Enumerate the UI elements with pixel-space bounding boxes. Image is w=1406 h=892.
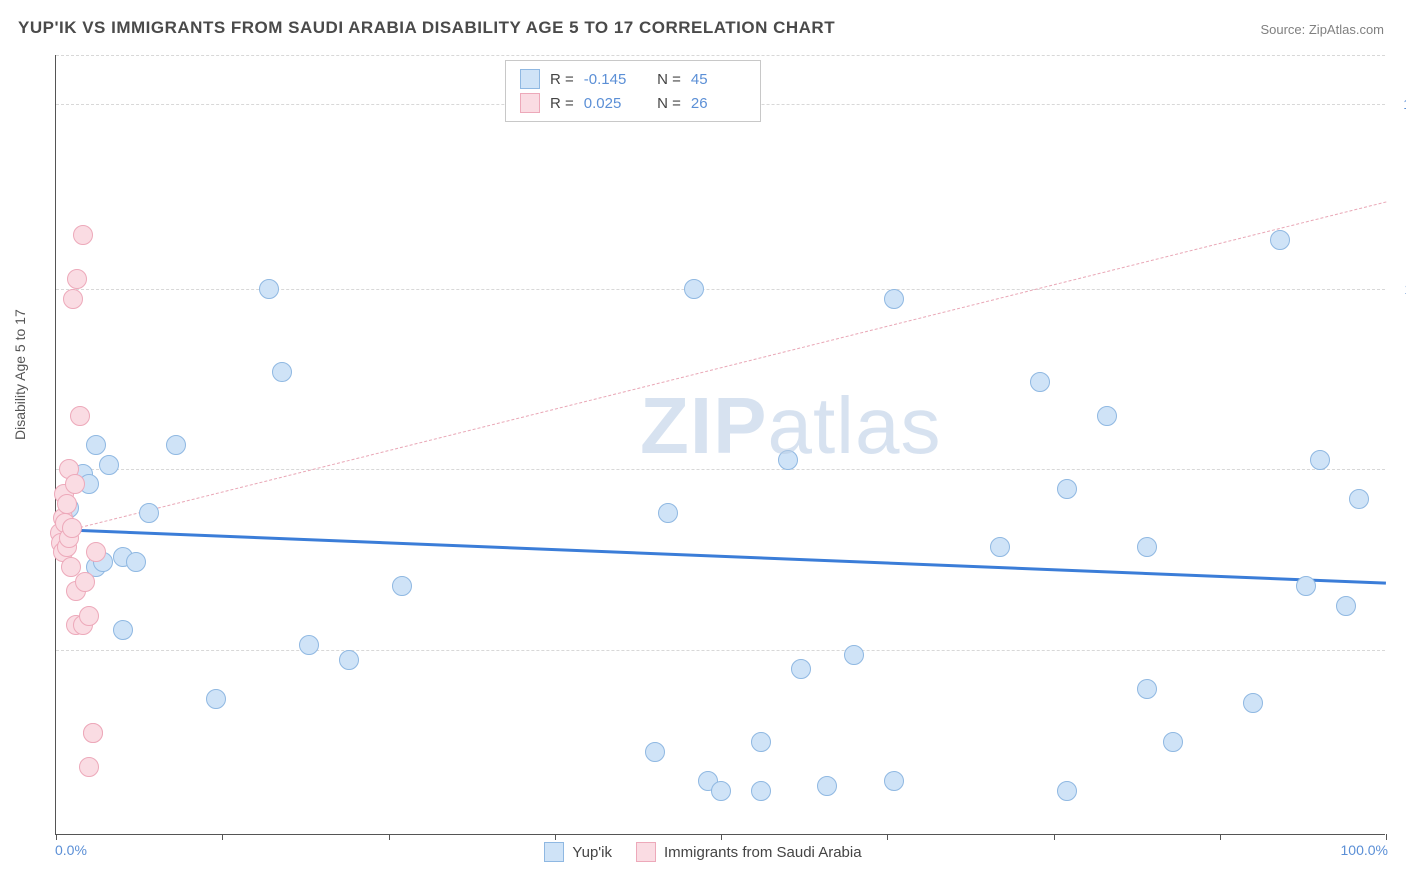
legend-label: Immigrants from Saudi Arabia (664, 844, 862, 861)
y-tick-label: 3.8% (1393, 642, 1406, 658)
stat-n-label: N = (649, 71, 681, 88)
scatter-point (392, 576, 412, 596)
scatter-point (70, 406, 90, 426)
y-axis-title: Disability Age 5 to 17 (12, 309, 28, 440)
scatter-point (658, 503, 678, 523)
gridline (56, 289, 1385, 290)
stat-r-value: -0.145 (584, 71, 639, 88)
x-tick (1054, 834, 1055, 840)
stats-row: R = -0.145 N = 45 (520, 67, 746, 91)
stat-n-value: 45 (691, 71, 746, 88)
y-tick-label: 7.5% (1393, 461, 1406, 477)
scatter-point (817, 776, 837, 796)
legend-swatch (544, 842, 564, 862)
gridline (56, 650, 1385, 651)
scatter-point (1296, 576, 1316, 596)
x-tick (56, 834, 57, 840)
legend-label: Yup'ik (572, 844, 612, 861)
stat-r-value: 0.025 (584, 95, 639, 112)
y-tick-label: 11.2% (1393, 281, 1406, 297)
scatter-point (751, 732, 771, 752)
scatter-point (751, 781, 771, 801)
scatter-point (1057, 781, 1077, 801)
scatter-point (1349, 489, 1369, 509)
scatter-point (65, 474, 85, 494)
legend-item: Yup'ik (544, 842, 612, 862)
scatter-point (62, 518, 82, 538)
scatter-point (272, 362, 292, 382)
scatter-point (1336, 596, 1356, 616)
legend-swatch (636, 842, 656, 862)
stat-n-value: 26 (691, 95, 746, 112)
scatter-point (86, 542, 106, 562)
x-tick (389, 834, 390, 840)
scatter-point (844, 645, 864, 665)
scatter-point (1097, 406, 1117, 426)
trend-line (56, 201, 1386, 533)
scatter-point (79, 757, 99, 777)
x-tick (222, 834, 223, 840)
scatter-point (1243, 693, 1263, 713)
scatter-point (259, 279, 279, 299)
stat-r-label: R = (550, 95, 574, 112)
scatter-point (73, 225, 93, 245)
scatter-point (67, 269, 87, 289)
scatter-point (299, 635, 319, 655)
scatter-point (990, 537, 1010, 557)
scatter-point (684, 279, 704, 299)
scatter-point (206, 689, 226, 709)
scatter-point (884, 771, 904, 791)
scatter-point (1270, 230, 1290, 250)
x-tick (887, 834, 888, 840)
scatter-point (778, 450, 798, 470)
x-tick (1220, 834, 1221, 840)
scatter-point (1310, 450, 1330, 470)
gridline (56, 55, 1385, 56)
scatter-point (711, 781, 731, 801)
scatter-point (1030, 372, 1050, 392)
legend-swatch (520, 69, 540, 89)
scatter-point (79, 606, 99, 626)
trend-line (56, 528, 1386, 585)
x-tick (555, 834, 556, 840)
y-tick-label: 15.0% (1393, 96, 1406, 112)
scatter-point (1163, 732, 1183, 752)
scatter-point (99, 455, 119, 475)
scatter-point (645, 742, 665, 762)
scatter-point (75, 572, 95, 592)
scatter-point (57, 494, 77, 514)
scatter-point (1137, 537, 1157, 557)
scatter-point (86, 435, 106, 455)
scatter-point (113, 620, 133, 640)
scatter-point (1137, 679, 1157, 699)
x-tick (1386, 834, 1387, 840)
scatter-point (63, 289, 83, 309)
stat-n-label: N = (649, 95, 681, 112)
stat-r-label: R = (550, 71, 574, 88)
scatter-point (83, 723, 103, 743)
source-attribution: Source: ZipAtlas.com (1260, 22, 1384, 37)
scatter-point (1057, 479, 1077, 499)
scatter-point (339, 650, 359, 670)
scatter-point (791, 659, 811, 679)
plot-area: 3.8%7.5%11.2%15.0% (55, 55, 1385, 835)
scatter-point (884, 289, 904, 309)
scatter-point (126, 552, 146, 572)
scatter-point (166, 435, 186, 455)
gridline (56, 469, 1385, 470)
stats-box: R = -0.145 N = 45R = 0.025 N = 26 (505, 60, 761, 122)
scatter-point (139, 503, 159, 523)
legend-item: Immigrants from Saudi Arabia (636, 842, 862, 862)
chart-title: YUP'IK VS IMMIGRANTS FROM SAUDI ARABIA D… (18, 18, 835, 38)
x-tick (721, 834, 722, 840)
legend-swatch (520, 93, 540, 113)
stats-row: R = 0.025 N = 26 (520, 91, 746, 115)
bottom-legend: Yup'ik Immigrants from Saudi Arabia (0, 842, 1406, 862)
